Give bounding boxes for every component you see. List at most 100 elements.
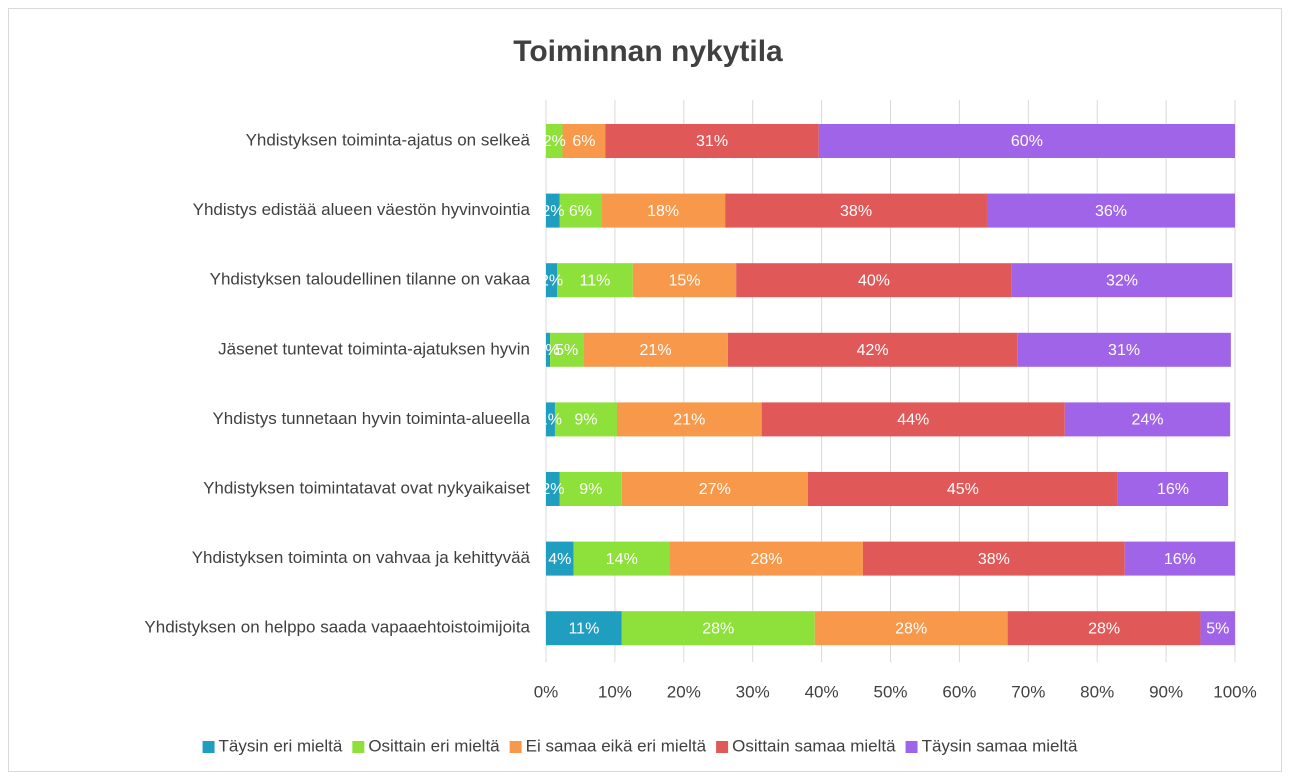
data-label: 6%	[569, 203, 592, 220]
legend-swatch	[202, 741, 215, 753]
bar-segment	[546, 402, 555, 437]
bar-segment	[621, 472, 808, 506]
data-label: 31%	[696, 133, 728, 150]
data-label: 2%	[543, 133, 566, 150]
data-label: 6%	[572, 133, 595, 150]
bar-segment	[632, 263, 737, 298]
x-tick-label: 60%	[942, 682, 976, 701]
data-label: 38%	[840, 203, 872, 220]
x-tick-label: 40%	[805, 682, 839, 701]
legend-label: Osittain eri mieltä	[368, 736, 500, 755]
data-label: 1%	[537, 342, 560, 359]
bars	[546, 124, 1235, 646]
legend: Täysin eri mieltä Osittain eri mieltä Ei s…	[202, 736, 1078, 755]
y-tick-label: Yhdistyksen toiminta-ajatus on selkeä	[246, 130, 531, 149]
data-label: 5%	[1206, 620, 1229, 637]
data-label: 38%	[978, 551, 1010, 568]
bar-segment	[583, 332, 728, 367]
legend-swatch	[716, 741, 729, 753]
data-label: 9%	[579, 481, 602, 498]
bar-segment	[601, 193, 726, 228]
bar-segment	[557, 263, 633, 298]
y-tick-label: Yhdistys edistää alueen väestön hyvinvoi…	[193, 200, 531, 219]
chart-title: Toiminnan nykytila	[513, 35, 783, 68]
bar-segment	[986, 193, 1235, 228]
x-tick-label: 50%	[873, 682, 907, 701]
legend-label: Täysin eri mieltä	[219, 736, 343, 755]
y-tick-label: Yhdistys tunnetaan hyvin toiminta-alueel…	[212, 409, 530, 428]
data-label: 4%	[548, 551, 571, 568]
x-tick-label: 90%	[1149, 682, 1183, 701]
bar-segment	[1011, 263, 1233, 298]
legend-swatch	[905, 741, 918, 753]
data-label: 28%	[750, 551, 782, 568]
bar-segment	[862, 541, 1125, 576]
legend-label: Täysin samaa mieltä	[922, 736, 1078, 755]
x-tick-label: 10%	[598, 682, 632, 701]
x-tick-label: 0%	[534, 682, 559, 701]
x-tick-label: 20%	[667, 682, 701, 701]
data-label: 60%	[1011, 133, 1043, 150]
bar-segment	[1017, 332, 1231, 367]
bar-segment	[818, 124, 1235, 158]
legend-label: Ei samaa eikä eri mieltä	[526, 736, 707, 755]
bar-segment	[727, 332, 1018, 367]
bar-segment	[605, 124, 819, 158]
data-label: 2%	[540, 272, 563, 289]
data-label: 36%	[1095, 203, 1127, 220]
data-label: 40%	[858, 272, 890, 289]
data-label: 28%	[702, 620, 734, 637]
y-tick-label: Jäsenet tuntevat toiminta-ajatuksen hyvi…	[218, 339, 530, 358]
bar-segment	[546, 541, 574, 576]
y-tick-label: Yhdistyksen on helppo saada vapaaehtoist…	[144, 618, 530, 637]
bar-segment	[1064, 402, 1231, 437]
bar-segment	[1124, 541, 1235, 576]
data-label: 14%	[606, 551, 638, 568]
bar-segment	[559, 193, 602, 228]
data-label: 31%	[1108, 342, 1140, 359]
y-tick-label: Yhdistyksen taloudellinen tilanne on vak…	[210, 270, 531, 289]
data-label: 16%	[1164, 551, 1196, 568]
y-tick-label: Yhdistyksen toimintatavat ovat nykyaikai…	[203, 478, 530, 497]
y-tick-label: Yhdistyksen toiminta on vahvaa ja kehitt…	[192, 548, 531, 567]
data-label: 45%	[947, 481, 979, 498]
bar-segment	[550, 332, 584, 367]
legend-swatch	[352, 741, 365, 753]
labels: 0% 10% 20% 30% 40% 50% 60% 70% 80% 90% 100% Yhdisty…	[144, 130, 1256, 701]
bar-segment	[1117, 472, 1229, 506]
data-label: 18%	[647, 203, 679, 220]
bar-segment	[807, 472, 1118, 506]
bar-segment	[546, 263, 558, 298]
bar-segment	[814, 611, 1008, 646]
data-label: 2%	[541, 203, 564, 220]
data-label: 15%	[668, 272, 700, 289]
data-label: 11%	[579, 272, 610, 289]
data-label: 44%	[897, 412, 929, 429]
bar-segment	[670, 541, 863, 576]
bar-segment	[559, 472, 622, 506]
bar-segment	[546, 611, 622, 646]
bar-segment	[1007, 611, 1201, 646]
bar-segment	[546, 332, 551, 367]
data-label: 16%	[1157, 481, 1189, 498]
data-label: 11%	[568, 620, 599, 637]
data-label: 5%	[555, 342, 578, 359]
data-label: 27%	[699, 481, 731, 498]
x-tick-label: 100%	[1213, 682, 1256, 701]
x-tick-label: 70%	[1011, 682, 1045, 701]
data-label: 24%	[1131, 412, 1163, 429]
bar-segment	[616, 402, 762, 437]
bar-segment	[546, 124, 563, 158]
bar-segment	[546, 472, 560, 506]
data-label: 1%	[539, 412, 562, 429]
data-label: 9%	[574, 412, 597, 429]
bar-segment	[1200, 611, 1235, 646]
data-label: 2%	[541, 481, 564, 498]
bar-segment	[546, 193, 560, 228]
data-label: 28%	[1088, 620, 1120, 637]
legend-swatch	[509, 741, 522, 753]
data-label: 21%	[673, 412, 705, 429]
data-label: 32%	[1106, 272, 1138, 289]
legend-label: Osittain samaa mieltä	[732, 736, 896, 755]
